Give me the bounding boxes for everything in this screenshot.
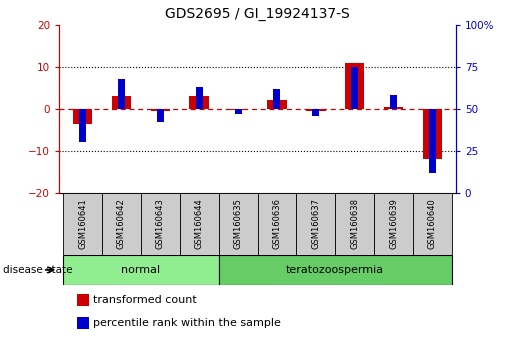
Text: GSM160644: GSM160644 xyxy=(195,199,204,249)
Bar xyxy=(63,255,219,285)
Text: GSM160637: GSM160637 xyxy=(311,198,320,250)
Bar xyxy=(150,109,170,111)
Bar xyxy=(112,96,131,109)
Title: GDS2695 / GI_19924137-S: GDS2695 / GI_19924137-S xyxy=(165,7,350,21)
Bar xyxy=(390,96,397,109)
Bar xyxy=(273,89,281,109)
Bar xyxy=(345,63,365,109)
Bar xyxy=(413,193,452,255)
Bar xyxy=(73,109,92,124)
Text: percentile rank within the sample: percentile rank within the sample xyxy=(93,318,281,328)
Text: GSM160640: GSM160640 xyxy=(428,199,437,249)
Text: disease state: disease state xyxy=(3,265,72,275)
Bar xyxy=(118,79,125,109)
Text: GSM160635: GSM160635 xyxy=(234,199,243,249)
Bar xyxy=(196,87,203,109)
Bar xyxy=(374,193,413,255)
Bar xyxy=(234,109,242,114)
Text: GSM160642: GSM160642 xyxy=(117,199,126,249)
Bar xyxy=(219,255,452,285)
Bar xyxy=(384,107,403,109)
Bar xyxy=(312,109,319,115)
Text: teratozoospermia: teratozoospermia xyxy=(286,265,384,275)
Text: GSM160636: GSM160636 xyxy=(272,198,281,250)
Bar xyxy=(351,67,358,109)
Bar xyxy=(296,193,335,255)
Text: transformed count: transformed count xyxy=(93,295,196,305)
Bar xyxy=(141,193,180,255)
Bar xyxy=(429,109,436,173)
Bar xyxy=(190,96,209,109)
Bar xyxy=(423,109,442,159)
Bar xyxy=(79,109,86,143)
Bar xyxy=(157,109,164,122)
Bar xyxy=(219,193,258,255)
Text: GSM160638: GSM160638 xyxy=(350,198,359,250)
Text: GSM160639: GSM160639 xyxy=(389,199,398,249)
Bar xyxy=(180,193,219,255)
Bar xyxy=(267,101,287,109)
Bar xyxy=(335,193,374,255)
Bar xyxy=(63,193,102,255)
Text: normal: normal xyxy=(122,265,161,275)
Bar xyxy=(306,109,325,111)
Bar xyxy=(228,109,248,110)
Bar xyxy=(102,193,141,255)
Text: GSM160641: GSM160641 xyxy=(78,199,87,249)
Text: GSM160643: GSM160643 xyxy=(156,199,165,249)
Bar xyxy=(258,193,296,255)
